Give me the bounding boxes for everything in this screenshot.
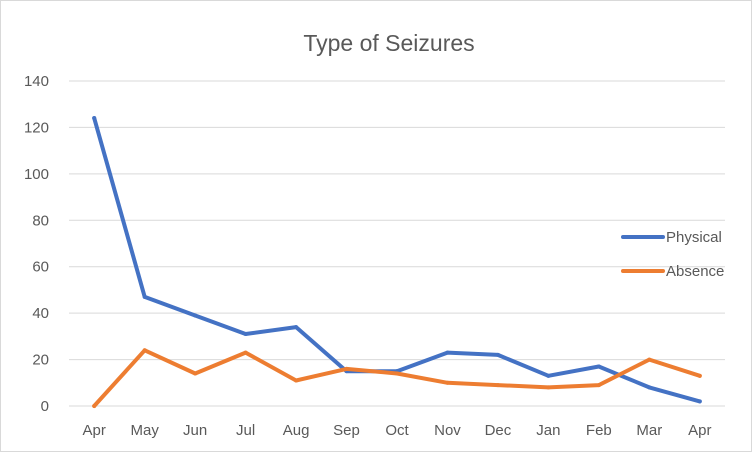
x-tick-label: Jun <box>183 422 207 439</box>
data-point-absence <box>395 371 399 376</box>
data-point-physical <box>243 332 248 337</box>
chart-title: Type of Seizures <box>303 30 474 56</box>
legend-label-physical: Physical <box>666 229 722 246</box>
data-point-physical <box>294 325 299 330</box>
x-tick-label: Dec <box>485 422 512 439</box>
data-point-absence <box>697 373 702 378</box>
y-tick-label: 40 <box>32 305 49 322</box>
data-point-absence <box>445 380 450 385</box>
series-lines <box>92 116 702 408</box>
y-tick-label: 20 <box>32 352 49 369</box>
x-tick-label: Oct <box>385 422 409 439</box>
data-point-absence <box>92 404 97 408</box>
data-point-physical <box>445 350 450 355</box>
x-tick-label: Nov <box>434 422 461 439</box>
data-point-absence <box>294 378 299 383</box>
data-point-physical <box>142 294 147 299</box>
x-tick-label: Jul <box>236 422 255 439</box>
data-point-absence <box>596 383 601 388</box>
gridlines <box>69 80 725 407</box>
data-point-absence <box>546 385 551 390</box>
y-tick-label: 120 <box>24 119 49 136</box>
data-point-absence <box>495 383 500 388</box>
x-tick-label: Apr <box>83 422 106 439</box>
y-tick-label: 80 <box>32 212 49 229</box>
data-point-absence <box>647 357 652 362</box>
data-point-physical <box>92 116 97 121</box>
x-tick-label: Apr <box>688 422 711 439</box>
x-tick-label: Mar <box>636 422 662 439</box>
y-tick-label: 140 <box>24 73 49 90</box>
y-axis-tick-labels: 0 20 40 60 80 100 120 140 <box>24 73 49 415</box>
y-tick-label: 0 <box>41 398 49 415</box>
y-tick-label: 60 <box>32 259 49 276</box>
legend-label-absence: Absence <box>666 263 724 280</box>
data-point-physical <box>647 385 652 390</box>
data-point-absence <box>142 348 147 353</box>
x-tick-label: May <box>131 422 160 439</box>
series-line-absence <box>92 348 702 408</box>
data-point-physical <box>697 399 702 404</box>
x-tick-label: Feb <box>586 422 612 439</box>
data-point-physical <box>546 373 551 378</box>
x-tick-label: Aug <box>283 422 310 439</box>
x-tick-label: Jan <box>536 422 560 439</box>
data-point-physical <box>596 364 601 369</box>
data-point-absence <box>243 350 248 355</box>
series-line-physical <box>92 116 702 404</box>
data-point-physical <box>193 313 198 318</box>
x-axis-tick-labels: Apr May Jun Jul Aug Sep Oct Nov Dec Jan Feb Mar Apr <box>83 422 712 439</box>
data-point-absence <box>344 366 349 371</box>
data-point-absence <box>193 371 198 376</box>
legend: Physical Absence <box>621 229 724 280</box>
x-tick-label: Sep <box>333 422 360 439</box>
y-tick-label: 100 <box>24 166 49 183</box>
data-point-physical <box>495 352 500 357</box>
